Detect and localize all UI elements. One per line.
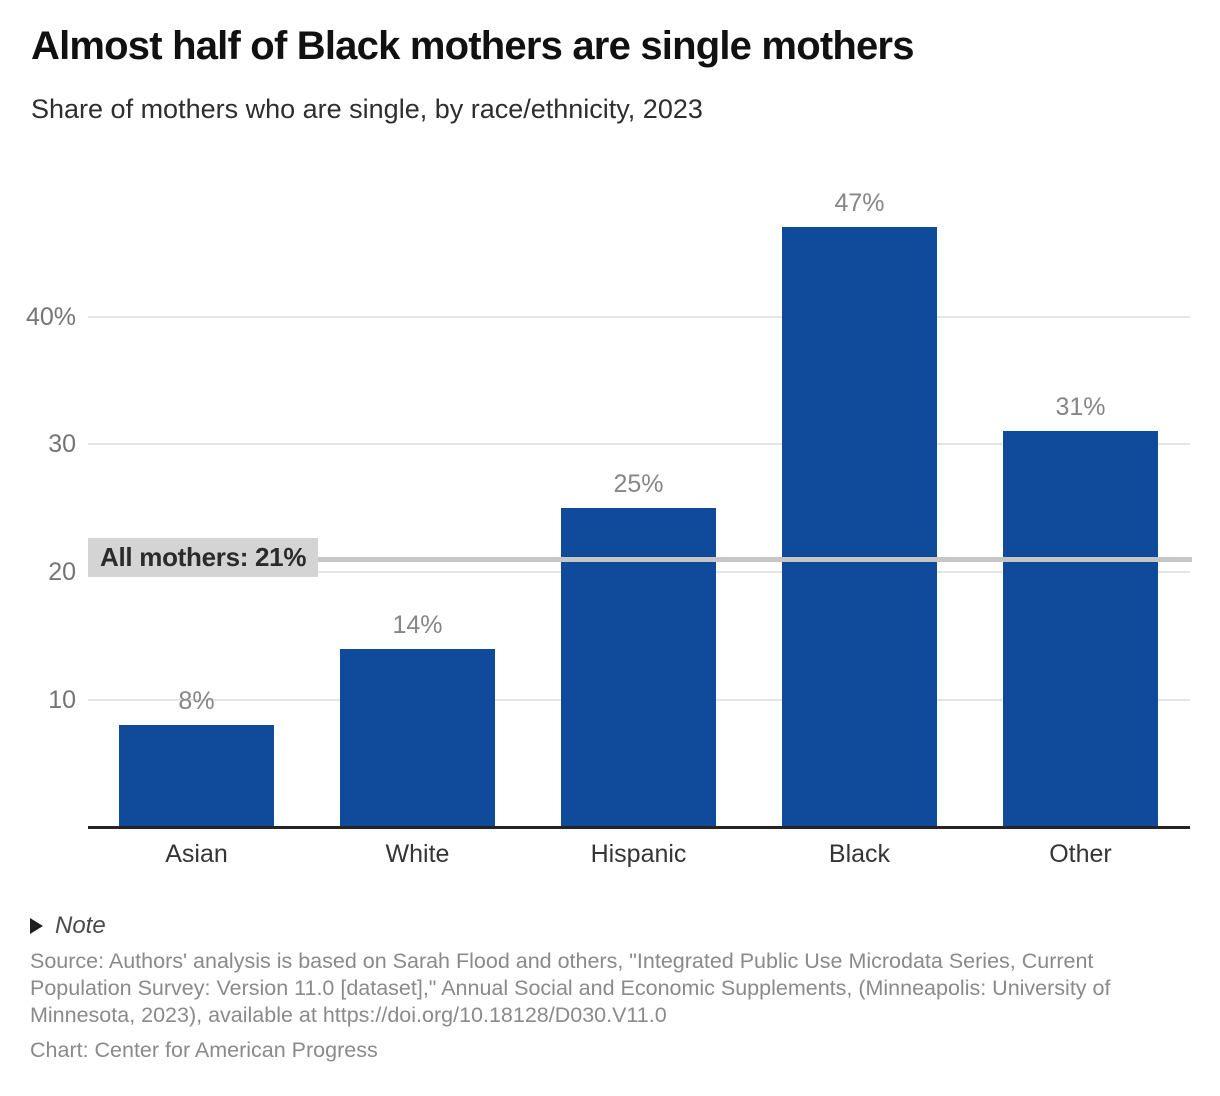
bar[interactable] [1003,431,1158,827]
y-tick-label: 10 [48,685,76,714]
source-text: Source: Authors' analysis is based on Sa… [30,949,1111,1027]
bar-value-label: 47% [834,189,885,218]
category-label: Hispanic [590,840,687,868]
gridline [88,443,1190,446]
bar-value-label: 8% [178,687,215,716]
y-tick-label: 40% [25,302,76,331]
bar[interactable] [119,725,274,827]
chart-title: Almost half of Black mothers are single … [31,24,914,68]
category-label: Asian [165,840,228,868]
expand-triangle-icon [30,918,43,934]
x-axis-line [88,826,1190,829]
y-tick-label: 30 [48,430,76,459]
chart-subtitle: Share of mothers who are single, by race… [31,94,703,124]
category-label: Other [1049,840,1112,868]
reference-line [88,556,1192,562]
category-label: Black [828,840,891,868]
reference-line-label: All mothers: 21% [88,538,319,577]
bar-value-label: 31% [1055,393,1106,422]
bar-value-label: 25% [613,470,664,499]
bar-value-label: 14% [392,610,443,639]
y-tick-label: 20 [48,558,76,586]
category-label: White [385,840,450,868]
bar[interactable] [782,227,937,827]
chart-credit: Chart: Center for American Progress [30,1038,378,1062]
bar[interactable] [340,648,495,827]
note-toggle[interactable]: Note [30,912,106,940]
note-label: Note [55,912,106,939]
gridline [88,315,1190,318]
